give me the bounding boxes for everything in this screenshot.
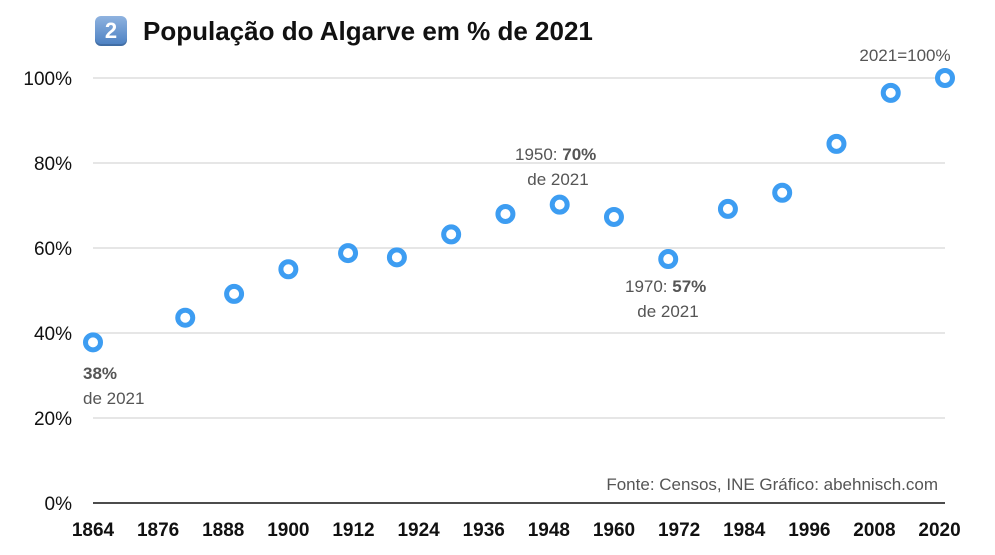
x-tick-1912: 1912	[332, 520, 374, 541]
annotation-1864-line2: de 2021	[83, 389, 144, 408]
annotation-1950-pre: 1950:	[515, 145, 562, 164]
x-tick-2020: 2020	[918, 520, 960, 541]
x-tick-1900: 1900	[267, 520, 309, 541]
data-point-2011	[880, 82, 901, 103]
annotation-1970: 1970: 57% de 2021	[625, 277, 711, 321]
chart-title: População do Algarve em % de 2021	[143, 15, 593, 46]
annotation-1970-pre: 1970:	[625, 277, 672, 296]
source-credit: Fonte: Censos, INE Gráfico: abehnisch.co…	[606, 475, 938, 494]
x-tick-1948: 1948	[528, 520, 570, 541]
data-point-2001	[826, 133, 847, 154]
data-point-2021	[935, 68, 955, 88]
x-tick-1996: 1996	[788, 520, 830, 541]
x-tick-1936: 1936	[463, 520, 505, 541]
x-tick-labels: 1864 1876 1888 1900 1912 1924 1936 1948 1960 1972…	[72, 520, 961, 541]
y-tick-20: 20%	[34, 409, 72, 430]
annotation-2021: 2021=100%	[859, 46, 950, 65]
data-point-1911	[338, 243, 359, 264]
annotation-1970-line2: de 2021	[637, 302, 698, 321]
data-point-1930	[441, 224, 462, 245]
data-point-1890	[224, 283, 245, 304]
data-point-1920	[386, 247, 407, 268]
data-points	[83, 68, 955, 353]
annotation-2021-text: 2021=100%	[859, 46, 950, 65]
x-tick-1924: 1924	[397, 520, 440, 541]
annotation-1864-bold: 38%	[83, 364, 117, 383]
y-tick-labels: 0% 20% 40% 60% 80% 100%	[23, 69, 72, 515]
data-point-1960	[603, 206, 624, 227]
y-tick-80: 80%	[34, 154, 72, 175]
data-point-1881	[175, 307, 196, 328]
x-tick-1876: 1876	[137, 520, 179, 541]
data-point-1900	[278, 259, 299, 280]
x-tick-1960: 1960	[593, 520, 635, 541]
data-point-1970	[658, 249, 679, 270]
chart-title-wrap: 2 População do Algarve em % de 2021	[95, 14, 593, 48]
x-tick-1864: 1864	[72, 520, 115, 541]
annotation-1950-line2: de 2021	[527, 170, 588, 189]
y-tick-100: 100%	[23, 69, 72, 90]
annotation-1950: 1950: 70% de 2021	[515, 145, 601, 189]
data-point-1940	[495, 204, 516, 224]
grid-lines	[93, 77, 945, 504]
annotation-1970-bold: 57%	[672, 277, 706, 296]
x-tick-1888: 1888	[202, 520, 244, 541]
data-point-1991	[772, 182, 793, 203]
annotation-1864: 38% de 2021	[83, 364, 144, 408]
data-point-1981	[717, 198, 738, 219]
x-tick-2008: 2008	[853, 520, 895, 541]
y-tick-60: 60%	[34, 239, 72, 260]
x-tick-1972: 1972	[658, 520, 700, 541]
y-tick-0: 0%	[45, 494, 73, 515]
data-point-1950	[549, 194, 570, 215]
data-point-1864	[83, 332, 103, 353]
x-tick-1984: 1984	[723, 520, 766, 541]
y-tick-40: 40%	[34, 324, 72, 345]
annotation-1950-bold: 70%	[562, 145, 596, 164]
keycap-two-icon: 2	[95, 16, 127, 46]
